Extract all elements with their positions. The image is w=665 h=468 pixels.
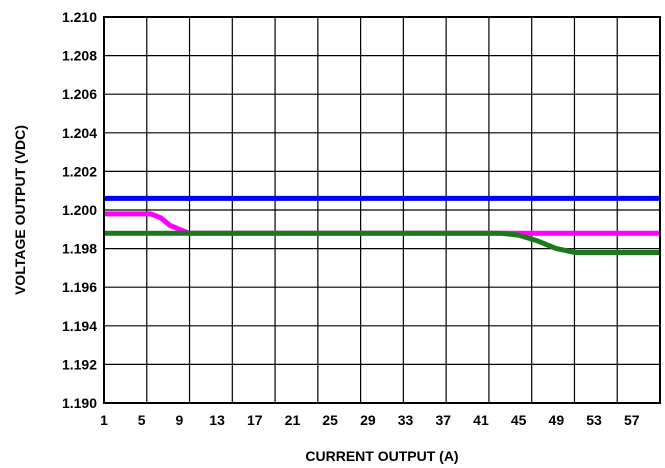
series-group	[104, 195, 660, 255]
series-line-2	[104, 211, 660, 236]
y-tick-label: 1.202	[62, 163, 97, 179]
x-tick-label: 49	[549, 412, 565, 428]
y-tick-label: 1.208	[62, 48, 97, 64]
grid	[104, 16, 660, 404]
x-axis-ticks: 1 5 9 13 17 21 25 29 33 37 41 45 49 53 57	[100, 412, 640, 428]
y-axis-label: VOLTAGE OUTPUT (VDC)	[12, 125, 28, 295]
x-tick-label: 17	[247, 412, 263, 428]
x-tick-label: 45	[511, 412, 527, 428]
x-tick-label: 21	[285, 412, 301, 428]
y-tick-label: 1.190	[62, 395, 97, 411]
x-tick-label: 41	[473, 412, 489, 428]
x-tick-label: 57	[624, 412, 640, 428]
x-tick-label: 53	[586, 412, 602, 428]
x-tick-label: 1	[100, 412, 108, 428]
x-tick-label: 25	[322, 412, 338, 428]
y-tick-label: 1.204	[62, 125, 97, 141]
y-tick-label: 1.198	[62, 241, 97, 257]
x-tick-label: 29	[360, 412, 376, 428]
plot-frame	[103, 16, 661, 404]
x-axis-label: CURRENT OUTPUT (A)	[305, 448, 458, 464]
y-tick-label: 1.192	[62, 356, 97, 372]
y-tick-label: 1.196	[62, 279, 97, 295]
y-tick-label: 1.194	[62, 318, 97, 334]
x-tick-label: 33	[398, 412, 414, 428]
y-tick-label: 1.210	[62, 9, 97, 25]
y-axis-ticks: 1.190 1.192 1.194 1.196 1.198 1.200 1.202 1.204…	[62, 9, 97, 411]
x-tick-label: 5	[138, 412, 146, 428]
x-tick-label: 13	[209, 412, 225, 428]
y-tick-label: 1.200	[62, 202, 97, 218]
x-tick-label: 9	[175, 412, 183, 428]
x-tick-label: 37	[435, 412, 451, 428]
y-tick-label: 1.206	[62, 86, 97, 102]
series-line-3	[104, 230, 660, 255]
